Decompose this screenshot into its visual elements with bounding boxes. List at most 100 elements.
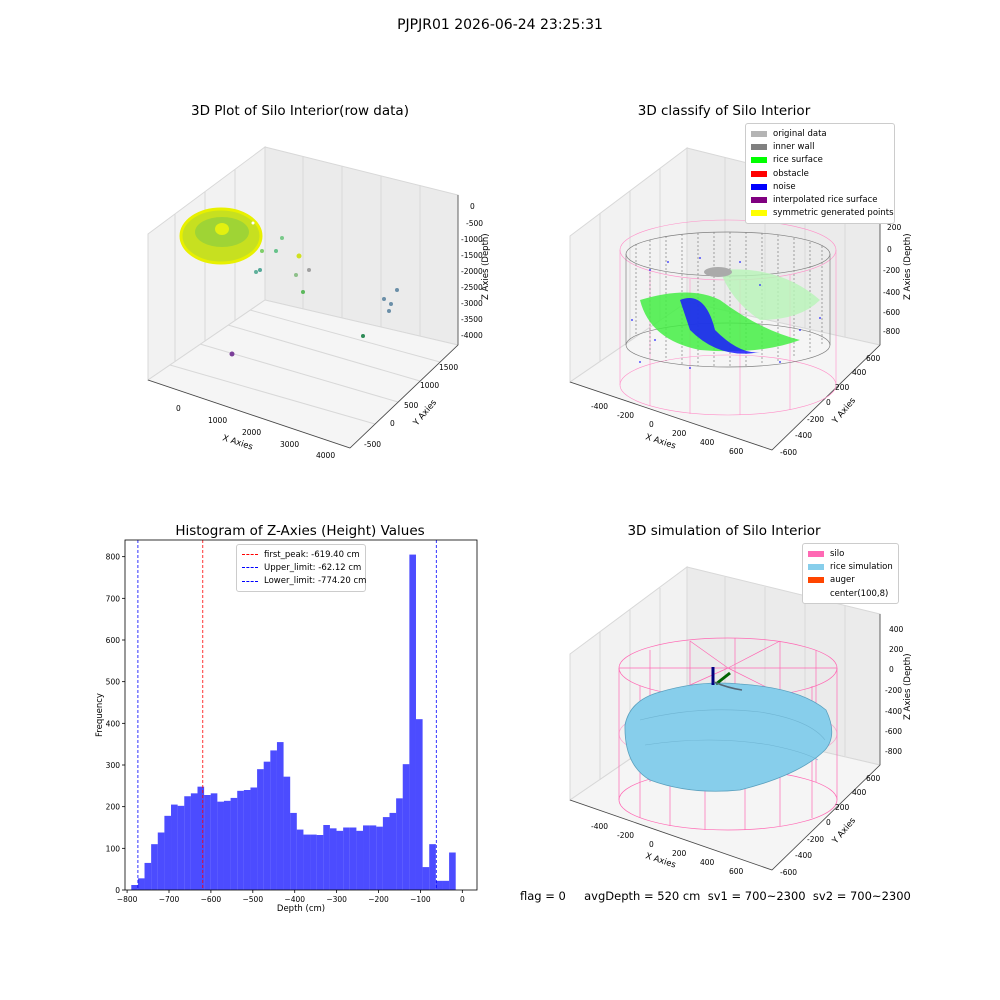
- legend-swatch: [751, 183, 767, 190]
- svg-text:-1500: -1500: [461, 251, 483, 260]
- svg-text:200: 200: [672, 849, 687, 858]
- histogram-bar: [204, 795, 211, 890]
- legend-swatch: [751, 210, 767, 217]
- histogram-bar: [336, 830, 344, 890]
- y-tick-label: 600: [106, 636, 121, 645]
- svg-text:0: 0: [470, 202, 475, 211]
- svg-text:400: 400: [700, 438, 715, 447]
- y-tick-label: 700: [106, 594, 121, 603]
- legend-item: interpolated rice surface: [751, 193, 889, 206]
- figure-title: PJPJR01 2026-06-24 23:25:31: [397, 17, 603, 33]
- svg-text:0: 0: [826, 818, 831, 827]
- legend-item: obstacle: [751, 167, 889, 180]
- legend-item: auger: [808, 574, 893, 587]
- y-tick-label: 800: [106, 553, 121, 562]
- svg-text:-800: -800: [883, 327, 900, 336]
- classify-z-ticks: 200 0 -200 -400 -600 -800: [883, 223, 902, 336]
- histogram-bar: [217, 801, 224, 890]
- histogram-bar: [422, 867, 430, 890]
- svg-text:-200: -200: [807, 835, 824, 844]
- legend-swatch: [751, 170, 767, 177]
- svg-text:-3000: -3000: [461, 299, 483, 308]
- svg-text:200: 200: [889, 645, 904, 654]
- histogram-legend: first_peak: -619.40 cm Upper_limit: -62.…: [236, 544, 366, 592]
- histogram-bar: [237, 790, 244, 890]
- svg-text:-600: -600: [780, 448, 797, 457]
- histogram-bar: [257, 769, 264, 890]
- histogram-bar: [415, 719, 423, 890]
- svg-text:1000: 1000: [208, 416, 227, 425]
- classify-plot-title: 3D classify of Silo Interior: [637, 103, 811, 119]
- svg-text:-200: -200: [617, 411, 634, 420]
- svg-text:-400: -400: [885, 707, 902, 716]
- svg-text:-400: -400: [795, 431, 812, 440]
- raw-z-label: Z Axies (Depth): [481, 233, 491, 300]
- histogram-bar: [243, 790, 251, 890]
- svg-text:-200: -200: [883, 266, 900, 275]
- histogram-bar: [137, 878, 145, 890]
- svg-text:-500: -500: [364, 440, 381, 449]
- svg-text:-600: -600: [885, 727, 902, 736]
- histogram-bar: [230, 797, 238, 890]
- svg-text:1500: 1500: [439, 363, 458, 372]
- legend-line: [242, 554, 258, 556]
- histogram-bar: [276, 742, 284, 890]
- svg-text:3000: 3000: [280, 440, 299, 449]
- svg-text:500: 500: [404, 401, 419, 410]
- x-tick-label: −500: [243, 895, 264, 904]
- histogram-bar: [382, 817, 390, 890]
- legend-line: [242, 567, 258, 569]
- classify-legend: original data inner wall rice surface ob…: [745, 123, 895, 225]
- svg-text:600: 600: [729, 447, 744, 456]
- svg-text:0: 0: [649, 420, 654, 429]
- legend-swatch: [808, 590, 824, 597]
- histogram-bar: [356, 830, 364, 890]
- histogram-bar: [283, 776, 291, 890]
- histogram-bar: [389, 812, 397, 890]
- x-tick-label: −800: [117, 895, 138, 904]
- svg-text:-200: -200: [807, 415, 824, 424]
- simulation-plot-title: 3D simulation of Silo Interior: [627, 523, 821, 539]
- histogram-bar: [429, 844, 436, 890]
- histogram-x-label: Depth (cm): [277, 904, 325, 914]
- svg-text:0: 0: [390, 419, 395, 428]
- histogram-bar: [409, 554, 416, 890]
- histogram-bar: [396, 798, 403, 890]
- classify-rice-surface: [640, 267, 820, 354]
- svg-text:-2000: -2000: [461, 267, 483, 276]
- histogram-bar: [184, 796, 191, 890]
- legend-swatch: [751, 130, 767, 137]
- svg-text:-3500: -3500: [461, 315, 483, 324]
- legend-item: center(100,8): [808, 587, 893, 600]
- x-tick-label: −600: [201, 895, 222, 904]
- svg-text:600: 600: [729, 867, 744, 876]
- histogram-bar: [363, 825, 370, 890]
- raw-3d-axes-box: [146, 146, 460, 449]
- svg-text:200: 200: [835, 803, 850, 812]
- svg-text:-200: -200: [617, 831, 634, 840]
- legend-item: inner wall: [751, 140, 889, 153]
- svg-text:4000: 4000: [316, 451, 335, 460]
- raw-plot-title: 3D Plot of Silo Interior(row data): [191, 103, 409, 119]
- svg-text:-2500: -2500: [461, 283, 483, 292]
- histogram-bar: [349, 827, 357, 890]
- legend-item: noise: [751, 180, 889, 193]
- histogram-bar: [164, 815, 172, 890]
- histogram-bar: [449, 852, 456, 890]
- histogram-bar: [343, 827, 350, 890]
- histogram-bar: [290, 812, 297, 890]
- classify-x-ticks: -400 -200 0 200 400 600: [591, 402, 744, 456]
- histogram-bar: [270, 750, 277, 890]
- legend-item: rice surface: [751, 154, 889, 167]
- histogram-bar: [310, 834, 317, 890]
- svg-text:-600: -600: [883, 308, 900, 317]
- legend-swatch: [808, 563, 824, 570]
- legend-item: original data: [751, 127, 889, 140]
- svg-text:400: 400: [852, 368, 867, 377]
- simulation-y-label: Y Axies: [830, 816, 858, 847]
- svg-text:-400: -400: [591, 822, 608, 831]
- svg-text:1000: 1000: [420, 381, 439, 390]
